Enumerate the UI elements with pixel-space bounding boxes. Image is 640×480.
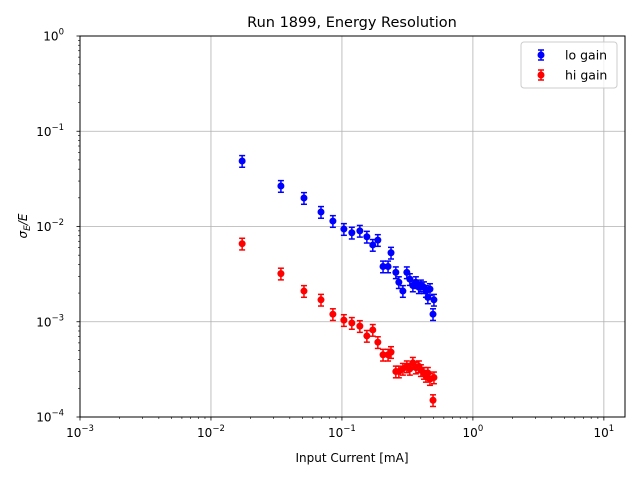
- series-lo-gain: [238, 154, 438, 322]
- data-point: [363, 332, 371, 340]
- x-tick-label: 101: [594, 424, 615, 440]
- data-point: [387, 249, 395, 257]
- x-tick-label: 10−3: [66, 424, 94, 440]
- data-point: [379, 351, 387, 359]
- data-point: [429, 396, 437, 404]
- data-point: [356, 322, 364, 330]
- legend-box: [520, 41, 618, 89]
- data-point: [412, 278, 420, 286]
- data-point: [317, 208, 325, 216]
- data-point: [363, 233, 371, 241]
- data-point: [406, 365, 414, 373]
- data-point: [392, 268, 400, 276]
- chart-title: Run 1899, Energy Resolution: [247, 15, 457, 31]
- x-tick-label: 10−2: [197, 424, 225, 440]
- data-point: [238, 240, 246, 248]
- y-tick-label: 10−2: [36, 218, 64, 234]
- data-point: [374, 236, 382, 244]
- series-hi-gain: [238, 237, 438, 408]
- data-point: [387, 348, 395, 356]
- data-point: [277, 182, 285, 190]
- data-point: [384, 263, 392, 271]
- legend-label: lo gain: [565, 48, 607, 63]
- data-point: [329, 217, 337, 225]
- data-point: [277, 270, 285, 278]
- legend-item: hi gain: [537, 68, 607, 83]
- legend-marker: [537, 71, 545, 79]
- x-tick-label: 100: [463, 424, 484, 440]
- data-point: [238, 157, 246, 165]
- data-point: [317, 296, 325, 304]
- data-point: [329, 310, 337, 318]
- data-point: [395, 278, 403, 286]
- legend-label: hi gain: [565, 68, 607, 83]
- data-point: [300, 287, 308, 295]
- legend-marker: [537, 51, 545, 59]
- series-layer: [238, 154, 438, 408]
- data-point: [369, 326, 377, 334]
- data-point: [430, 373, 438, 381]
- data-point: [379, 263, 387, 271]
- data-point: [340, 316, 348, 324]
- x-tick-label: 10−1: [328, 424, 356, 440]
- legend: lo gain hi gain: [520, 41, 618, 89]
- legend-item: lo gain: [537, 48, 607, 63]
- y-tick-label: 100: [43, 28, 64, 44]
- data-point: [348, 319, 356, 327]
- data-point: [399, 287, 407, 295]
- x-axis-label: Input Current [mA]: [295, 451, 408, 465]
- data-point: [340, 225, 348, 233]
- y-tick-label: 10−4: [36, 409, 64, 425]
- data-point: [406, 275, 414, 283]
- data-point: [369, 241, 377, 249]
- data-point: [429, 310, 437, 318]
- data-point: [300, 194, 308, 202]
- y-axis-label: σE/E: [16, 213, 33, 238]
- y-tick-label: 10−1: [36, 123, 64, 139]
- data-point: [348, 229, 356, 237]
- data-point: [426, 285, 434, 293]
- data-point: [356, 227, 364, 235]
- data-point: [430, 296, 438, 304]
- y-tick-label: 10−3: [36, 313, 64, 329]
- data-point: [374, 338, 382, 346]
